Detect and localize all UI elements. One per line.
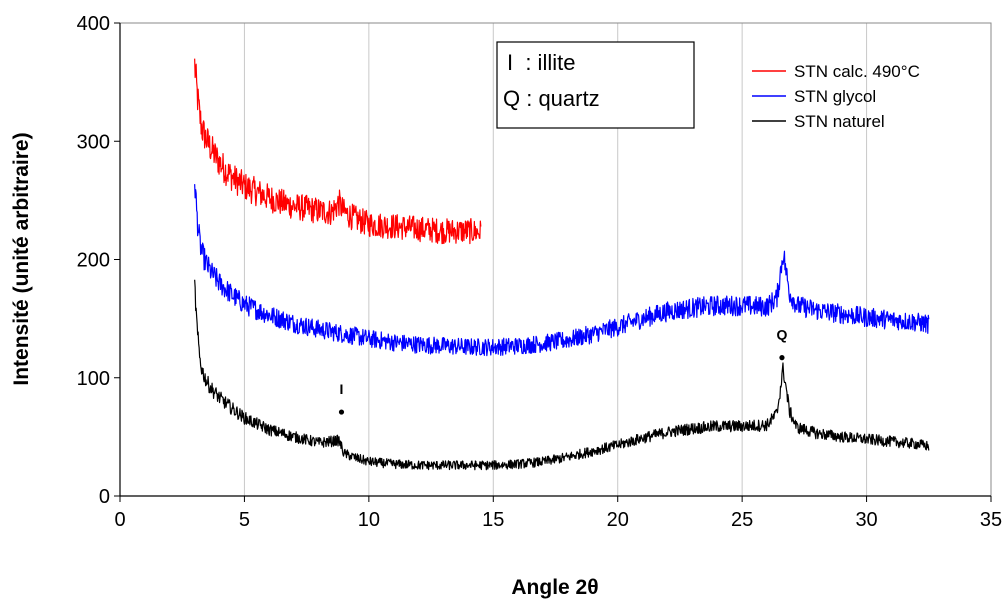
- y-tick-label-0: 0: [99, 486, 110, 508]
- y-tick-label-4: 400: [77, 13, 110, 35]
- series-line-2: [194, 279, 930, 471]
- peak-label-0: I: [340, 381, 344, 397]
- x-tick-label-1: 5: [239, 509, 250, 531]
- x-tick-label-6: 30: [855, 509, 877, 531]
- y-axis-ticks: 0 100 200 300 400: [77, 13, 120, 508]
- y-tick-label-2: 200: [77, 250, 110, 272]
- peak-dot-0: [338, 409, 345, 415]
- peak-label-1: Q: [777, 327, 788, 343]
- x-tick-label-0: 0: [114, 509, 125, 531]
- legend-label-2: STN naturel: [794, 112, 885, 131]
- x-axis-title: Angle 2θ: [511, 576, 598, 599]
- legend-label-0: STN calc. 490°C: [794, 62, 920, 81]
- x-tick-label-4: 20: [607, 509, 629, 531]
- series-line-0: [194, 58, 482, 245]
- peak-markers: IQ: [338, 327, 788, 415]
- x-axis-ticks: 0 5 10 15 20 25 30 35: [114, 496, 1002, 531]
- y-tick-label-1: 100: [77, 368, 110, 390]
- legend: STN calc. 490°C STN glycol STN naturel: [752, 62, 920, 131]
- annotation-box-line-quartz: Q : quartz: [503, 86, 600, 111]
- x-tick-label-7: 35: [980, 509, 1002, 531]
- annotation-box: I : illite Q : quartz: [496, 41, 695, 129]
- series-line-1: [194, 184, 930, 357]
- y-axis-title: Intensité (unité arbitraire): [10, 132, 33, 385]
- legend-label-1: STN glycol: [794, 87, 876, 106]
- peak-dot-1: [779, 355, 785, 361]
- x-tick-label-2: 10: [358, 509, 380, 531]
- series-layer: [194, 58, 930, 471]
- x-tick-label-5: 25: [731, 509, 753, 531]
- x-tick-label-3: 15: [482, 509, 504, 531]
- annotation-box-line-illite: I : illite: [507, 50, 575, 75]
- y-tick-label-3: 300: [77, 131, 110, 153]
- annotation-box-frame: [496, 41, 695, 129]
